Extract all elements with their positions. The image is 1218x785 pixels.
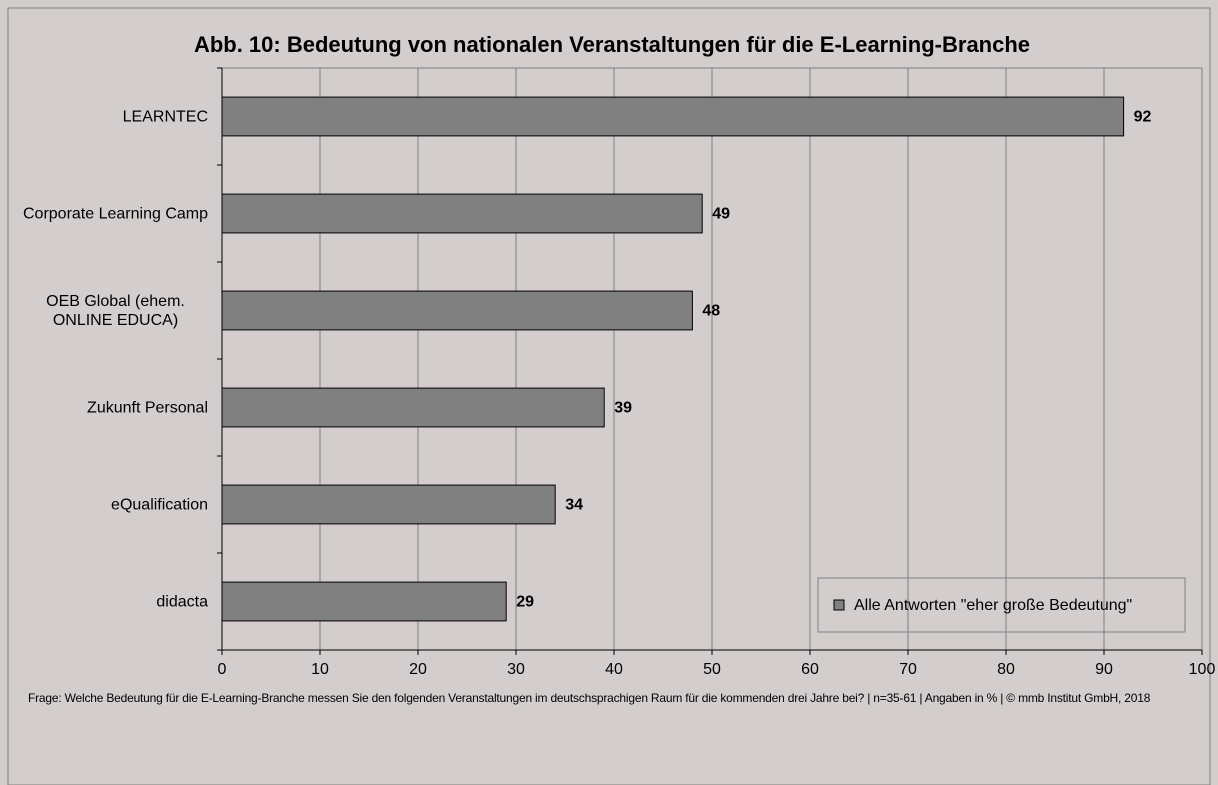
x-tick-label: 90 bbox=[1095, 661, 1113, 678]
x-tick-label: 30 bbox=[507, 661, 525, 678]
x-tick-label: 10 bbox=[311, 661, 329, 678]
legend-marker bbox=[833, 599, 845, 611]
y-tick-label: eQualification bbox=[111, 496, 208, 513]
legend: Alle Antworten "eher große Bedeutung" bbox=[817, 577, 1186, 633]
data-label: 29 bbox=[516, 594, 534, 611]
chart-title: Abb. 10: Bedeutung von nationalen Verans… bbox=[194, 32, 1030, 57]
x-tick-label: 50 bbox=[703, 661, 721, 678]
x-tick-label: 20 bbox=[409, 661, 427, 678]
y-tick-label-box: Corporate Learning Camp bbox=[10, 204, 208, 223]
y-tick-label: Corporate Learning Camp bbox=[23, 205, 208, 222]
bar bbox=[221, 290, 693, 331]
data-label: 39 bbox=[614, 400, 632, 417]
data-label: 92 bbox=[1134, 109, 1152, 126]
data-label: 48 bbox=[702, 303, 720, 320]
chart-border bbox=[7, 7, 1211, 785]
y-tick-label: Zukunft Personal bbox=[87, 399, 208, 416]
y-tick-label-box: eQualification bbox=[10, 495, 208, 514]
y-tick-label-box: LEARNTEC bbox=[10, 107, 208, 126]
x-tick-label: 0 bbox=[218, 661, 227, 678]
bar bbox=[221, 96, 1125, 137]
y-tick-label: didacta bbox=[156, 593, 208, 610]
data-label: 34 bbox=[565, 497, 583, 514]
y-tick-label-box: OEB Global (ehem. ONLINE EDUCA) bbox=[10, 292, 208, 330]
y-tick-label: LEARNTEC bbox=[122, 108, 208, 125]
data-label: 49 bbox=[712, 206, 730, 223]
x-tick-label: 60 bbox=[801, 661, 819, 678]
y-tick-label-box: didacta bbox=[10, 592, 208, 611]
bar bbox=[221, 484, 556, 525]
bar bbox=[221, 581, 507, 622]
x-tick-label: 100 bbox=[1189, 661, 1216, 678]
legend-box bbox=[817, 577, 1186, 633]
x-tick-label: 70 bbox=[899, 661, 917, 678]
bar bbox=[221, 193, 703, 234]
y-tick-label-box: Zukunft Personal bbox=[10, 398, 208, 417]
legend-label: Alle Antworten "eher große Bedeutung" bbox=[854, 597, 1132, 614]
footnote: Frage: Welche Bedeutung für die E-Learni… bbox=[28, 691, 1151, 705]
bar bbox=[221, 387, 605, 428]
y-tick-label: OEB Global (ehem. ONLINE EDUCA) bbox=[46, 292, 185, 329]
x-tick-label: 40 bbox=[605, 661, 623, 678]
x-tick-label: 80 bbox=[997, 661, 1015, 678]
